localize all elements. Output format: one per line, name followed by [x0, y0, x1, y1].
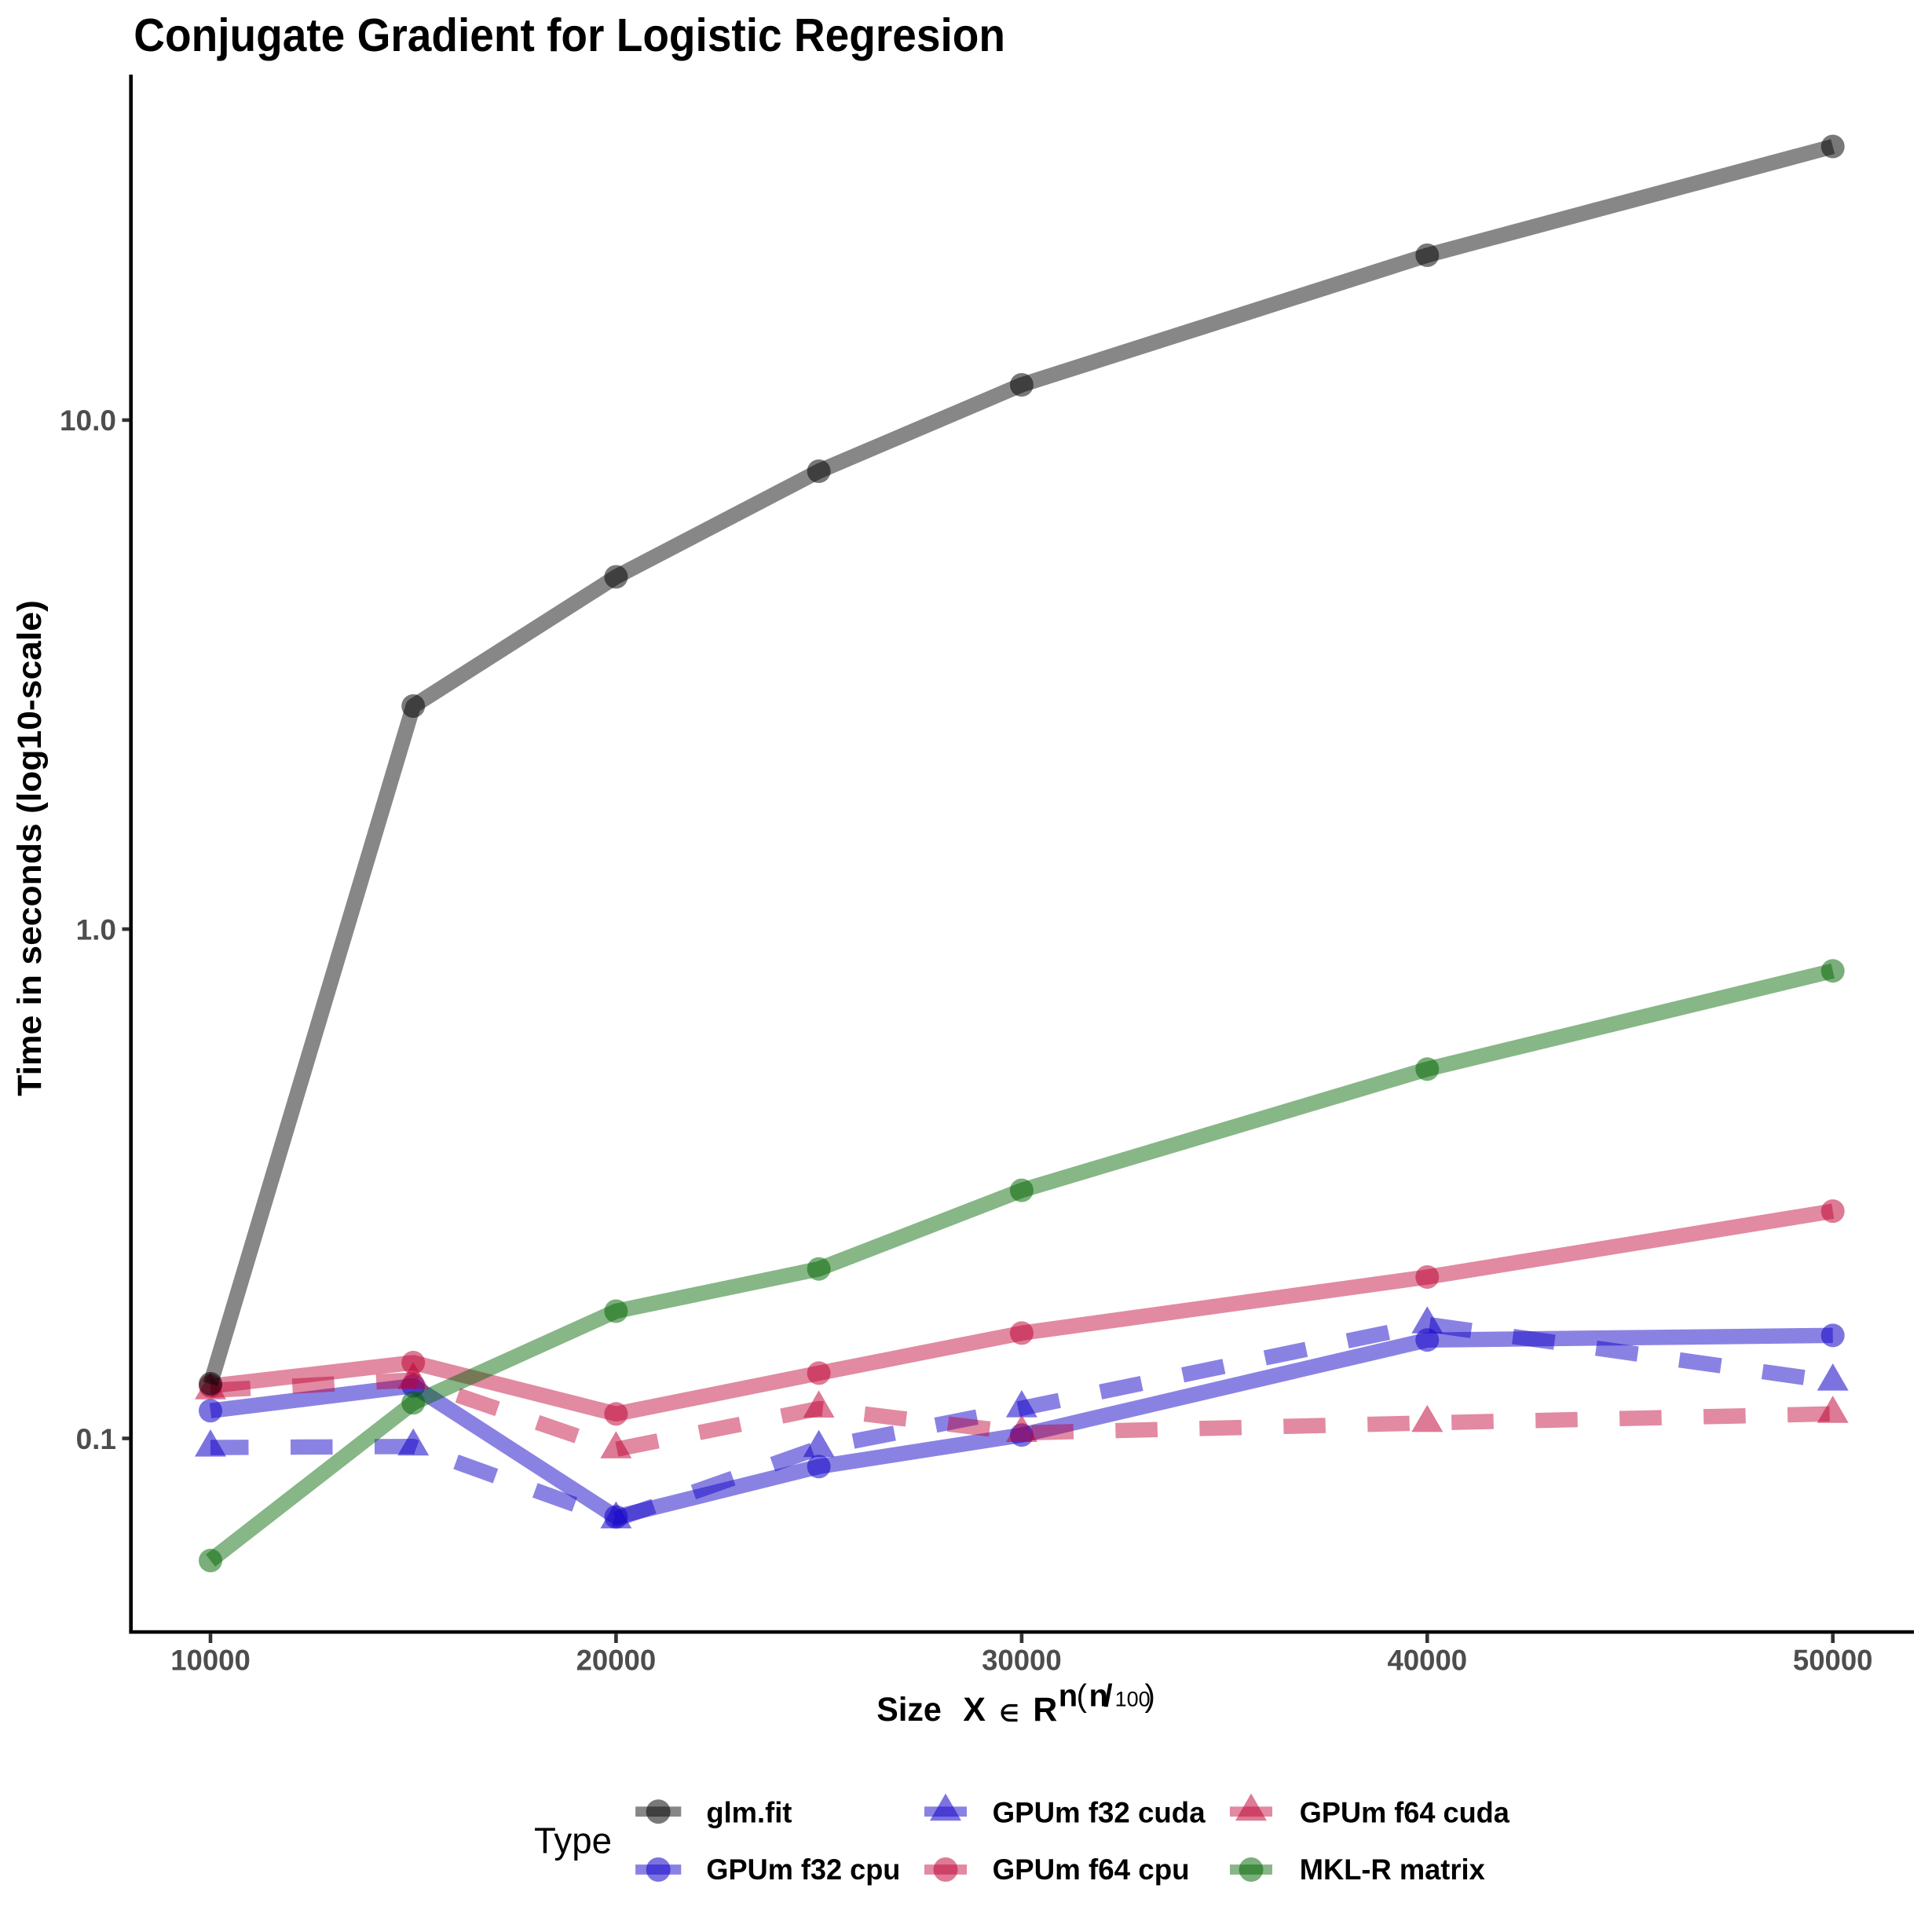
- svg-text:20000: 20000: [576, 1644, 657, 1676]
- svg-text:100: 100: [1115, 1687, 1151, 1711]
- svg-text:GPUm f64 cuda: GPUm f64 cuda: [1300, 1796, 1509, 1828]
- svg-text:Conjugate Gradient for Logisti: Conjugate Gradient for Logistic Regresio…: [134, 9, 1005, 61]
- svg-text:glm.fit: glm.fit: [706, 1796, 792, 1828]
- svg-text:Time in seconds (log10-scale): Time in seconds (log10-scale): [11, 600, 49, 1096]
- svg-text:GPUm f32 cpu: GPUm f32 cpu: [706, 1853, 900, 1886]
- svg-text:X: X: [963, 1691, 986, 1729]
- svg-text:30000: 30000: [982, 1644, 1062, 1676]
- svg-text:Type: Type: [534, 1820, 612, 1861]
- svg-text:40000: 40000: [1388, 1644, 1468, 1676]
- svg-text:R: R: [1033, 1691, 1057, 1729]
- svg-text:GPUm f64 cpu: GPUm f64 cpu: [993, 1853, 1190, 1886]
- svg-text:(: (: [1077, 1678, 1088, 1713]
- svg-text:/: /: [1104, 1678, 1113, 1713]
- svg-text:GPUm f32 cuda: GPUm f32 cuda: [993, 1796, 1206, 1828]
- svg-text:0.1: 0.1: [76, 1423, 116, 1455]
- svg-text:1.0: 1.0: [76, 913, 116, 946]
- svg-text:): ): [1145, 1678, 1155, 1713]
- svg-text:n: n: [1089, 1678, 1108, 1713]
- svg-text:10000: 10000: [170, 1644, 251, 1676]
- svg-text:Size: Size: [876, 1691, 942, 1729]
- svg-text:50000: 50000: [1793, 1644, 1873, 1676]
- svg-text:n: n: [1059, 1678, 1078, 1713]
- svg-text:10.0: 10.0: [60, 404, 116, 437]
- svg-text:MKL-R matrix: MKL-R matrix: [1300, 1853, 1485, 1886]
